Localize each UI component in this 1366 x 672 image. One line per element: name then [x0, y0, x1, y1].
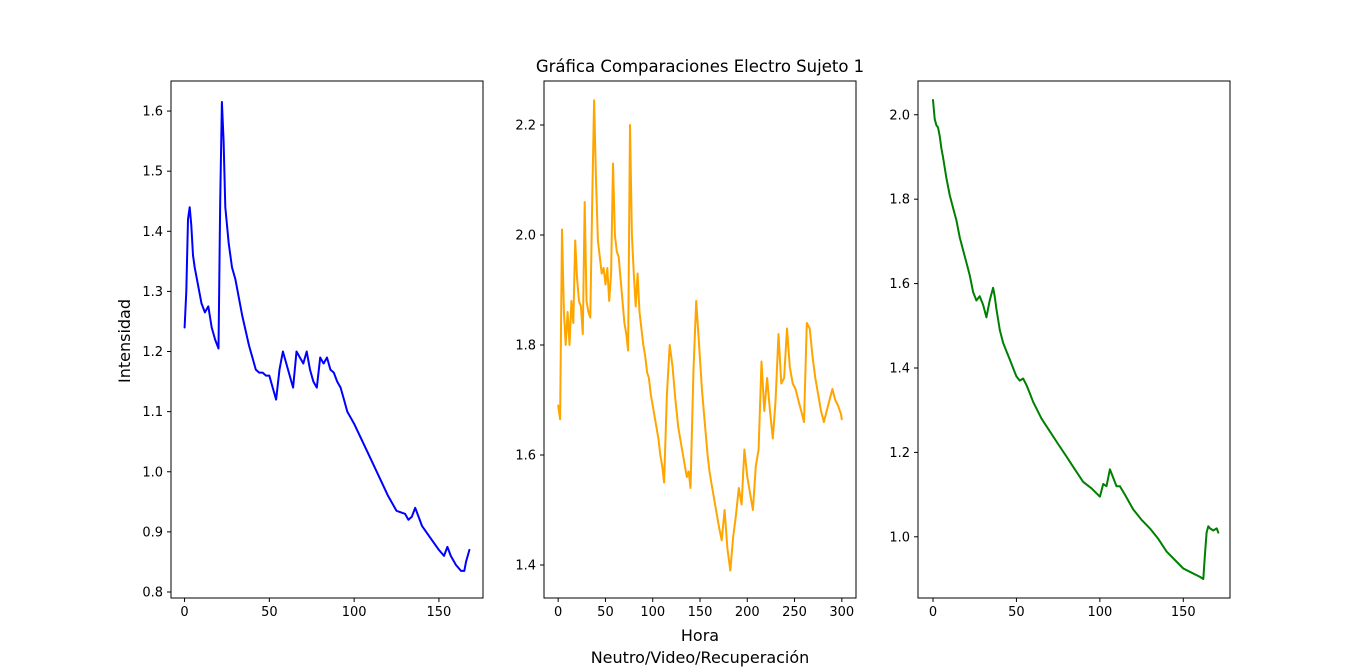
x-axis-label: Hora	[681, 626, 719, 645]
x-tick-label: 200	[735, 605, 760, 620]
y-tick-label: 1.1	[142, 405, 163, 420]
x-tick-label: 100	[1087, 605, 1112, 620]
y-tick-label: 0.9	[142, 525, 163, 540]
x-axis-sublabel: Neutro/Video/Recuperación	[591, 648, 810, 667]
y-tick-label: 2.0	[515, 229, 536, 244]
x-tick-label: 250	[782, 605, 807, 620]
x-tick-label: 0	[180, 605, 188, 620]
y-tick-label: 0.8	[142, 585, 163, 600]
y-tick-label: 2.2	[515, 119, 536, 134]
x-tick-label: 50	[1008, 605, 1025, 620]
x-tick-label: 50	[597, 605, 614, 620]
chart-title: Gráfica Comparaciones Electro Sujeto 1	[536, 57, 864, 76]
axes-frame	[543, 80, 857, 599]
y-tick-label: 1.4	[515, 559, 536, 574]
subplot-middle: 0 50 100 150 200 250 300 1.4 1.6 1.8 2.0 2.2	[515, 80, 857, 620]
x-tick-label: 150	[688, 605, 713, 620]
series-line	[557, 99, 843, 572]
x-tick-label: 0	[929, 605, 937, 620]
y-tick-label: 1.6	[142, 105, 163, 120]
y-tick-label: 1.6	[889, 277, 910, 292]
y-tick-label: 1.6	[515, 449, 536, 464]
y-tick-label: 1.4	[142, 225, 163, 240]
y-axis-label: Intensidad	[115, 299, 134, 383]
y-tick-label: 1.3	[142, 285, 163, 300]
x-tick-label: 100	[342, 605, 367, 620]
y-tick-label: 1.2	[889, 446, 910, 461]
x-tick-label: 300	[829, 605, 854, 620]
x-tick-label: 150	[1171, 605, 1196, 620]
subplot-left: 0 50 100 150 0.8 0.9 1.0 1.1 1.2 1.3 1.4 1.5 1.6	[142, 80, 484, 620]
y-tick-label: 1.8	[889, 193, 910, 208]
axes-frame	[170, 80, 484, 599]
x-tick-label: 100	[640, 605, 665, 620]
x-tick-label: 50	[261, 605, 278, 620]
y-tick-label: 2.0	[889, 108, 910, 123]
y-tick-label: 1.8	[515, 339, 536, 354]
series-line	[932, 99, 1220, 580]
y-tick-label: 1.5	[142, 165, 163, 180]
x-tick-label: 0	[554, 605, 562, 620]
series-line	[183, 101, 471, 572]
subplot-right: 0 50 100 150 1.0 1.2 1.4 1.6 1.8 2.0	[889, 80, 1231, 620]
x-tick-label: 150	[426, 605, 451, 620]
y-tick-label: 1.2	[142, 345, 163, 360]
y-tick-label: 1.4	[889, 361, 910, 376]
y-tick-label: 1.0	[142, 465, 163, 480]
y-tick-label: 1.0	[889, 530, 910, 545]
axes-frame	[917, 80, 1231, 599]
